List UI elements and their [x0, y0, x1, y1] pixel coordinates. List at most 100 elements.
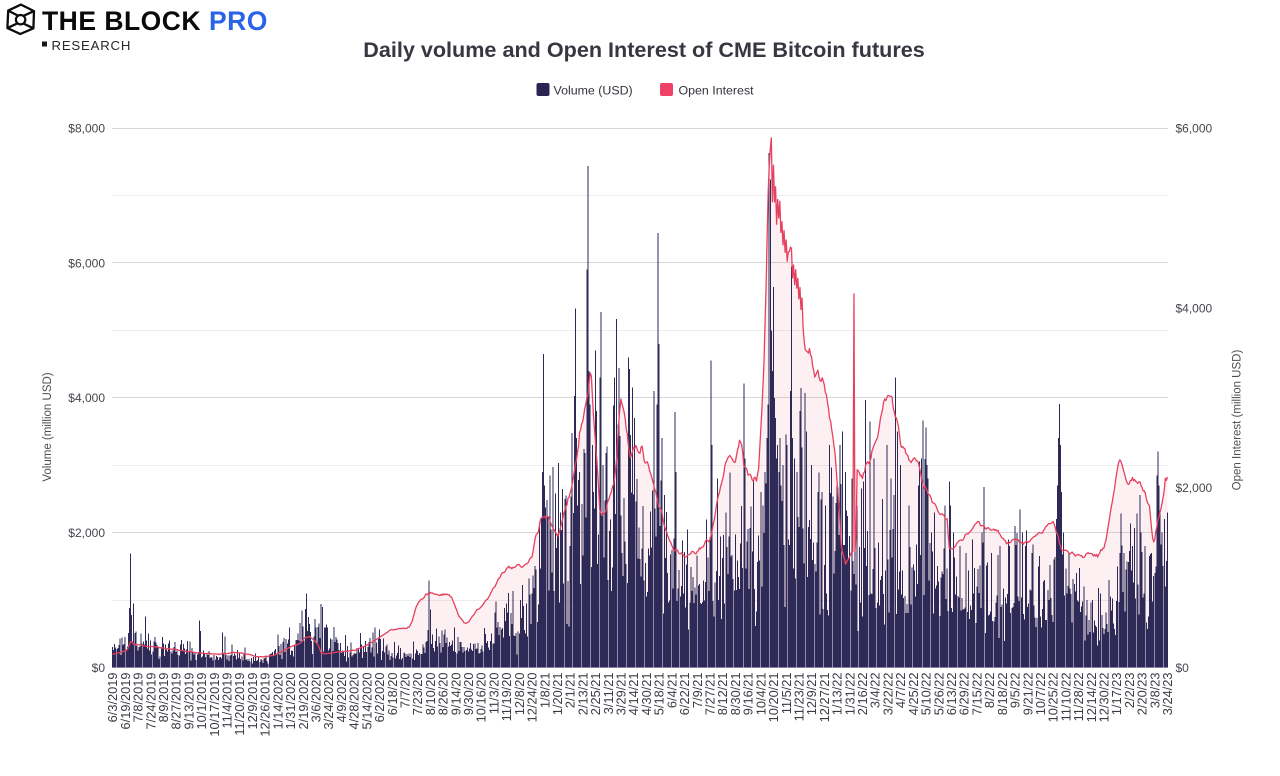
svg-text:11/19/20: 11/19/20 — [499, 673, 514, 722]
svg-text:11/23/21: 11/23/21 — [791, 673, 806, 722]
svg-text:Daily volume and Open Interest: Daily volume and Open Interest of CME Bi… — [363, 37, 925, 62]
svg-text:7/23/20: 7/23/20 — [410, 673, 425, 716]
svg-text:12/14/22: 12/14/22 — [1084, 673, 1099, 723]
svg-text:12/30/22: 12/30/22 — [1097, 673, 1112, 723]
svg-text:8/12/21: 8/12/21 — [715, 673, 730, 716]
svg-text:3/11/21: 3/11/21 — [601, 673, 616, 715]
svg-text:3/22/22: 3/22/22 — [880, 673, 895, 716]
svg-text:$0: $0 — [1176, 661, 1190, 675]
svg-text:9/16/21: 9/16/21 — [741, 673, 756, 716]
svg-text:$0: $0 — [92, 661, 106, 675]
svg-text:10/16/20: 10/16/20 — [474, 673, 489, 723]
svg-text:1/31/2020: 1/31/2020 — [283, 673, 298, 730]
svg-text:6/13/22: 6/13/22 — [944, 673, 959, 716]
svg-text:12/9/21: 12/9/21 — [804, 673, 819, 716]
svg-text:10/7/22: 10/7/22 — [1033, 673, 1048, 716]
svg-text:3/29/21: 3/29/21 — [614, 673, 629, 716]
svg-text:9/21/22: 9/21/22 — [1020, 673, 1035, 716]
svg-text:1/31/22: 1/31/22 — [842, 673, 857, 716]
svg-text:7/15/22: 7/15/22 — [969, 672, 984, 715]
svg-text:9/14/20: 9/14/20 — [448, 673, 463, 716]
svg-text:7/7/20: 7/7/20 — [397, 673, 412, 709]
svg-text:2/19/2020: 2/19/2020 — [296, 673, 311, 730]
svg-text:4/25/22: 4/25/22 — [906, 673, 921, 716]
svg-text:9/5/22: 9/5/22 — [1008, 673, 1023, 709]
svg-text:6/18/20: 6/18/20 — [385, 673, 400, 716]
svg-text:11/20/2019: 11/20/2019 — [232, 673, 247, 736]
svg-text:10/25/22: 10/25/22 — [1046, 673, 1061, 723]
svg-text:2/16/22: 2/16/22 — [855, 673, 870, 716]
svg-text:4/9/2020: 4/9/2020 — [334, 673, 349, 723]
svg-text:9/30/20: 9/30/20 — [461, 673, 476, 716]
svg-text:5/18/21: 5/18/21 — [652, 673, 667, 716]
svg-text:4/7/22: 4/7/22 — [893, 673, 908, 709]
svg-text:$6,000: $6,000 — [1176, 122, 1213, 136]
svg-text:10/1/2019: 10/1/2019 — [194, 673, 209, 730]
svg-text:THE BLOCK PRO: THE BLOCK PRO — [42, 6, 268, 36]
svg-text:Volume (million USD): Volume (million USD) — [42, 372, 54, 481]
svg-text:1/8/21: 1/8/21 — [537, 673, 552, 709]
svg-text:12/27/21: 12/27/21 — [817, 673, 832, 723]
svg-text:5/14/2020: 5/14/2020 — [359, 673, 374, 730]
svg-text:8/30/21: 8/30/21 — [728, 673, 743, 716]
svg-text:7/9/21: 7/9/21 — [690, 673, 705, 709]
svg-text:11/4/2019: 11/4/2019 — [220, 673, 235, 729]
svg-text:$4,000: $4,000 — [1176, 301, 1213, 315]
svg-text:12/9/2019: 12/9/2019 — [245, 673, 260, 730]
svg-text:4/30/21: 4/30/21 — [639, 673, 654, 716]
svg-text:11/5/21: 11/5/21 — [779, 673, 794, 715]
svg-text:1/20/21: 1/20/21 — [550, 673, 565, 716]
svg-text:2/2/23: 2/2/23 — [1122, 673, 1137, 709]
svg-text:7/24/2019: 7/24/2019 — [143, 673, 158, 730]
svg-text:2/1/21: 2/1/21 — [563, 673, 578, 709]
svg-text:8/2/22: 8/2/22 — [982, 673, 997, 709]
svg-text:$8,000: $8,000 — [68, 122, 105, 136]
svg-text:5/26/22: 5/26/22 — [931, 673, 946, 716]
svg-text:6/3/2019: 6/3/2019 — [105, 673, 120, 723]
svg-text:3/6/2020: 3/6/2020 — [308, 673, 323, 723]
svg-text:10/4/21: 10/4/21 — [753, 673, 768, 716]
svg-text:2/13/21: 2/13/21 — [575, 673, 590, 716]
svg-text:7/8/2019: 7/8/2019 — [131, 673, 146, 723]
svg-text:2/20/23: 2/20/23 — [1135, 673, 1150, 716]
svg-text:2/25/21: 2/25/21 — [588, 673, 603, 716]
svg-text:$4,000: $4,000 — [68, 391, 105, 405]
svg-text:6/4/21: 6/4/21 — [664, 673, 679, 709]
svg-text:Open Interest (million USD): Open Interest (million USD) — [1232, 350, 1244, 491]
svg-text:8/27/2019: 8/27/2019 — [169, 673, 184, 730]
svg-text:6/19/2019: 6/19/2019 — [118, 673, 133, 730]
svg-text:8/18/22: 8/18/22 — [995, 673, 1010, 716]
svg-text:6/22/21: 6/22/21 — [677, 673, 692, 716]
svg-text:1/17/23: 1/17/23 — [1109, 673, 1124, 716]
svg-text:Open Interest: Open Interest — [679, 84, 755, 98]
svg-text:6/2/2020: 6/2/2020 — [372, 673, 387, 723]
svg-text:12/26/2019: 12/26/2019 — [258, 673, 273, 737]
svg-text:10/20/21: 10/20/21 — [766, 673, 781, 723]
svg-text:$2,000: $2,000 — [1176, 481, 1213, 495]
svg-text:1/13/22: 1/13/22 — [830, 673, 845, 716]
svg-text:4/14/21: 4/14/21 — [626, 673, 641, 716]
svg-text:12/8/20: 12/8/20 — [512, 673, 527, 716]
svg-text:3/8/23: 3/8/23 — [1147, 673, 1162, 709]
svg-text:5/10/22: 5/10/22 — [919, 673, 934, 716]
svg-text:8/10/20: 8/10/20 — [423, 673, 438, 716]
svg-text:7/27/21: 7/27/21 — [703, 673, 718, 716]
svg-text:10/17/2019: 10/17/2019 — [207, 673, 222, 737]
svg-text:6/29/22: 6/29/22 — [957, 673, 972, 716]
svg-text:11/28/22: 11/28/22 — [1071, 673, 1086, 722]
svg-text:$6,000: $6,000 — [68, 256, 105, 270]
svg-text:3/4/22: 3/4/22 — [868, 673, 883, 709]
svg-text:4/28/2020: 4/28/2020 — [347, 673, 362, 730]
svg-text:1/14/2020: 1/14/2020 — [270, 673, 285, 730]
svg-text:3/24/2020: 3/24/2020 — [321, 673, 336, 730]
svg-text:Volume (USD): Volume (USD) — [554, 84, 633, 98]
svg-text:11/10/22: 11/10/22 — [1058, 673, 1073, 722]
svg-text:$2,000: $2,000 — [68, 526, 105, 540]
svg-text:9/13/2019: 9/13/2019 — [181, 673, 196, 730]
svg-text:11/3/20: 11/3/20 — [486, 673, 501, 715]
svg-text:8/26/20: 8/26/20 — [436, 673, 451, 716]
svg-text:3/24/23: 3/24/23 — [1160, 673, 1175, 716]
svg-text:RESEARCH: RESEARCH — [52, 38, 132, 53]
svg-text:12/24/20: 12/24/20 — [525, 673, 540, 723]
svg-text:8/9/2019: 8/9/2019 — [156, 673, 171, 723]
